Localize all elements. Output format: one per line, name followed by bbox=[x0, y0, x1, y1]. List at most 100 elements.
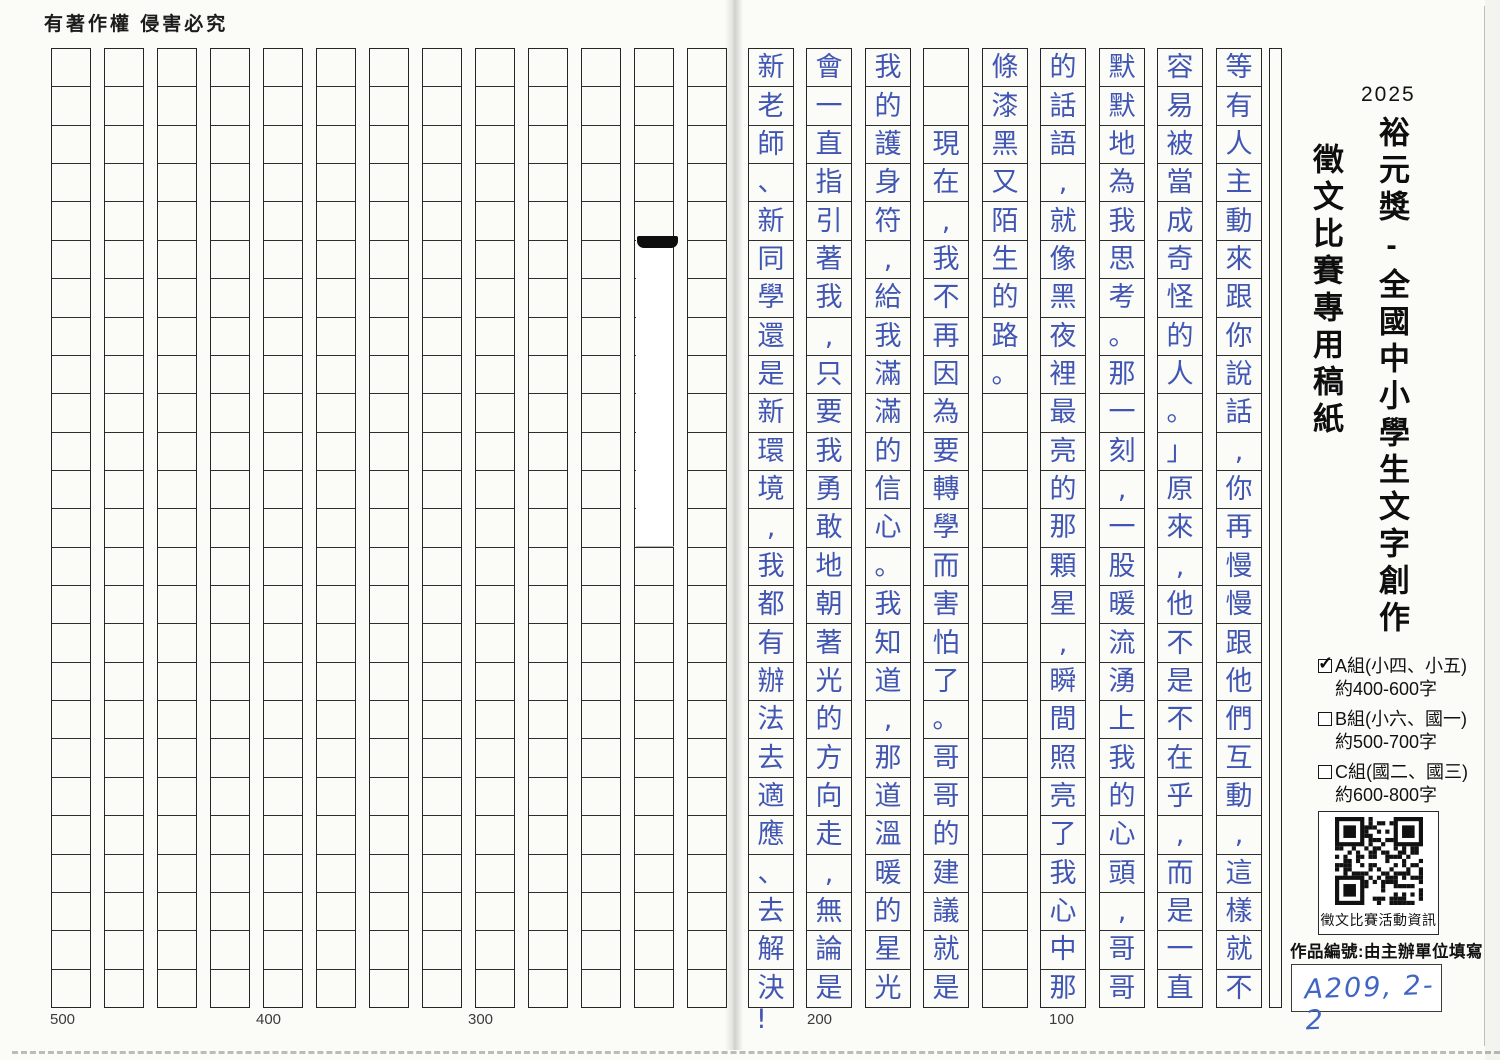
grid-cell bbox=[582, 433, 620, 471]
grid-cell bbox=[529, 49, 567, 88]
grid-cell bbox=[317, 855, 355, 893]
char-marker-500: 500 bbox=[50, 1011, 76, 1028]
grid-cell bbox=[52, 624, 90, 663]
grid-cell: 符 bbox=[866, 202, 910, 241]
grid-cell bbox=[423, 433, 461, 471]
grid-cell: , bbox=[1041, 164, 1085, 203]
grid-cell: 我 bbox=[1100, 739, 1144, 778]
grid-cell bbox=[983, 739, 1027, 778]
grid-cell: 哥 bbox=[924, 739, 968, 778]
grid-cell: 向 bbox=[807, 778, 851, 817]
grid-cell: , bbox=[1217, 433, 1261, 471]
grid-cell: 、 bbox=[749, 855, 793, 893]
grid-cell: 亮 bbox=[1041, 778, 1085, 817]
grid-cell bbox=[476, 970, 514, 1007]
grid-cell bbox=[105, 931, 143, 970]
grid-cell: 這 bbox=[1217, 855, 1261, 893]
grid-cell bbox=[264, 279, 302, 318]
grid-cell bbox=[211, 663, 249, 702]
grid-cell: 去 bbox=[749, 739, 793, 778]
manuscript-column-text-5: 條漆黑又陌生的路。 bbox=[982, 48, 1028, 1008]
grid-cell bbox=[211, 471, 249, 510]
grid-cell: 思 bbox=[1100, 241, 1144, 280]
grid-cell bbox=[211, 394, 249, 433]
grid-cell bbox=[158, 394, 196, 433]
grid-cell: 的 bbox=[1100, 778, 1144, 817]
grid-cell bbox=[158, 739, 196, 778]
grid-cell bbox=[582, 202, 620, 241]
grid-cell bbox=[529, 202, 567, 241]
grid-cell: 又 bbox=[983, 164, 1027, 203]
copyright-notice: 有著作權 侵害必究 bbox=[44, 14, 229, 35]
grid-cell: 老 bbox=[749, 87, 793, 126]
manuscript-column-left-8 bbox=[422, 48, 462, 1008]
grid-cell: 像 bbox=[1041, 241, 1085, 280]
grid-cell: 要 bbox=[807, 394, 851, 433]
grid-cell: 指 bbox=[807, 164, 851, 203]
grid-cell bbox=[582, 548, 620, 587]
grid-cell bbox=[582, 471, 620, 510]
char-marker-300: 300 bbox=[468, 1011, 494, 1028]
grid-cell bbox=[529, 87, 567, 126]
grid-cell bbox=[317, 318, 355, 356]
grid-cell bbox=[158, 509, 196, 548]
grid-cell: 人 bbox=[1217, 126, 1261, 165]
grid-cell bbox=[423, 548, 461, 587]
grid-cell: 一 bbox=[1100, 509, 1144, 548]
grid-cell: 方 bbox=[807, 739, 851, 778]
grid-cell: 上 bbox=[1100, 701, 1144, 740]
grid-cell bbox=[476, 318, 514, 356]
grid-cell bbox=[476, 241, 514, 280]
grid-cell bbox=[158, 970, 196, 1007]
grid-cell bbox=[105, 433, 143, 471]
grid-cell bbox=[264, 931, 302, 970]
grid-cell: 滿 bbox=[866, 394, 910, 433]
grid-cell bbox=[423, 624, 461, 663]
grid-cell bbox=[370, 778, 408, 817]
grid-cell bbox=[52, 318, 90, 356]
grid-cell bbox=[105, 394, 143, 433]
grid-cell bbox=[423, 586, 461, 625]
grid-cell: 走 bbox=[807, 816, 851, 855]
grid-cell: 身 bbox=[866, 164, 910, 203]
grid-cell bbox=[52, 548, 90, 587]
grid-cell bbox=[582, 509, 620, 548]
grid-cell bbox=[370, 241, 408, 280]
qr-code-icon bbox=[1334, 817, 1423, 905]
grid-cell bbox=[158, 164, 196, 203]
grid-cell: 新 bbox=[749, 49, 793, 88]
grid-cell: 互 bbox=[1217, 739, 1261, 778]
grid-cell bbox=[264, 855, 302, 893]
grid-cell bbox=[688, 279, 726, 318]
work-id-box: A209, 2-2 bbox=[1291, 964, 1442, 1036]
grid-cell: 會 bbox=[807, 49, 851, 88]
grid-cell bbox=[264, 739, 302, 778]
grid-cell bbox=[983, 394, 1027, 433]
grid-cell bbox=[264, 318, 302, 356]
grid-cell bbox=[983, 624, 1027, 663]
grid-cell: , bbox=[1158, 548, 1202, 587]
manuscript-column-left-10 bbox=[528, 48, 568, 1008]
grid-cell: 不 bbox=[1225, 972, 1253, 1004]
grid-cell bbox=[52, 509, 90, 548]
grid-cell bbox=[370, 663, 408, 702]
scan-right-edge-line bbox=[1484, 6, 1485, 1046]
grid-cell: 的 bbox=[1041, 49, 1085, 88]
grid-cell: 要 bbox=[924, 433, 968, 471]
grid-cell bbox=[476, 586, 514, 625]
contest-title: 裕元獎-全國中小學生文字創作 bbox=[1374, 116, 1409, 638]
grid-cell bbox=[370, 164, 408, 203]
grid-cell: 、 bbox=[749, 164, 793, 203]
grid-cell bbox=[264, 202, 302, 241]
grid-cell: 默 bbox=[1100, 87, 1144, 126]
grid-cell: 敢 bbox=[807, 509, 851, 548]
grid-cell bbox=[582, 394, 620, 433]
grid-cell bbox=[476, 778, 514, 817]
grid-cell bbox=[983, 931, 1027, 970]
grid-cell bbox=[211, 279, 249, 318]
grid-cell: 們 bbox=[1217, 701, 1261, 740]
grid-cell bbox=[529, 356, 567, 395]
grid-cell bbox=[52, 433, 90, 471]
grid-cell: 顆 bbox=[1041, 548, 1085, 587]
grid-cell bbox=[423, 970, 461, 1007]
